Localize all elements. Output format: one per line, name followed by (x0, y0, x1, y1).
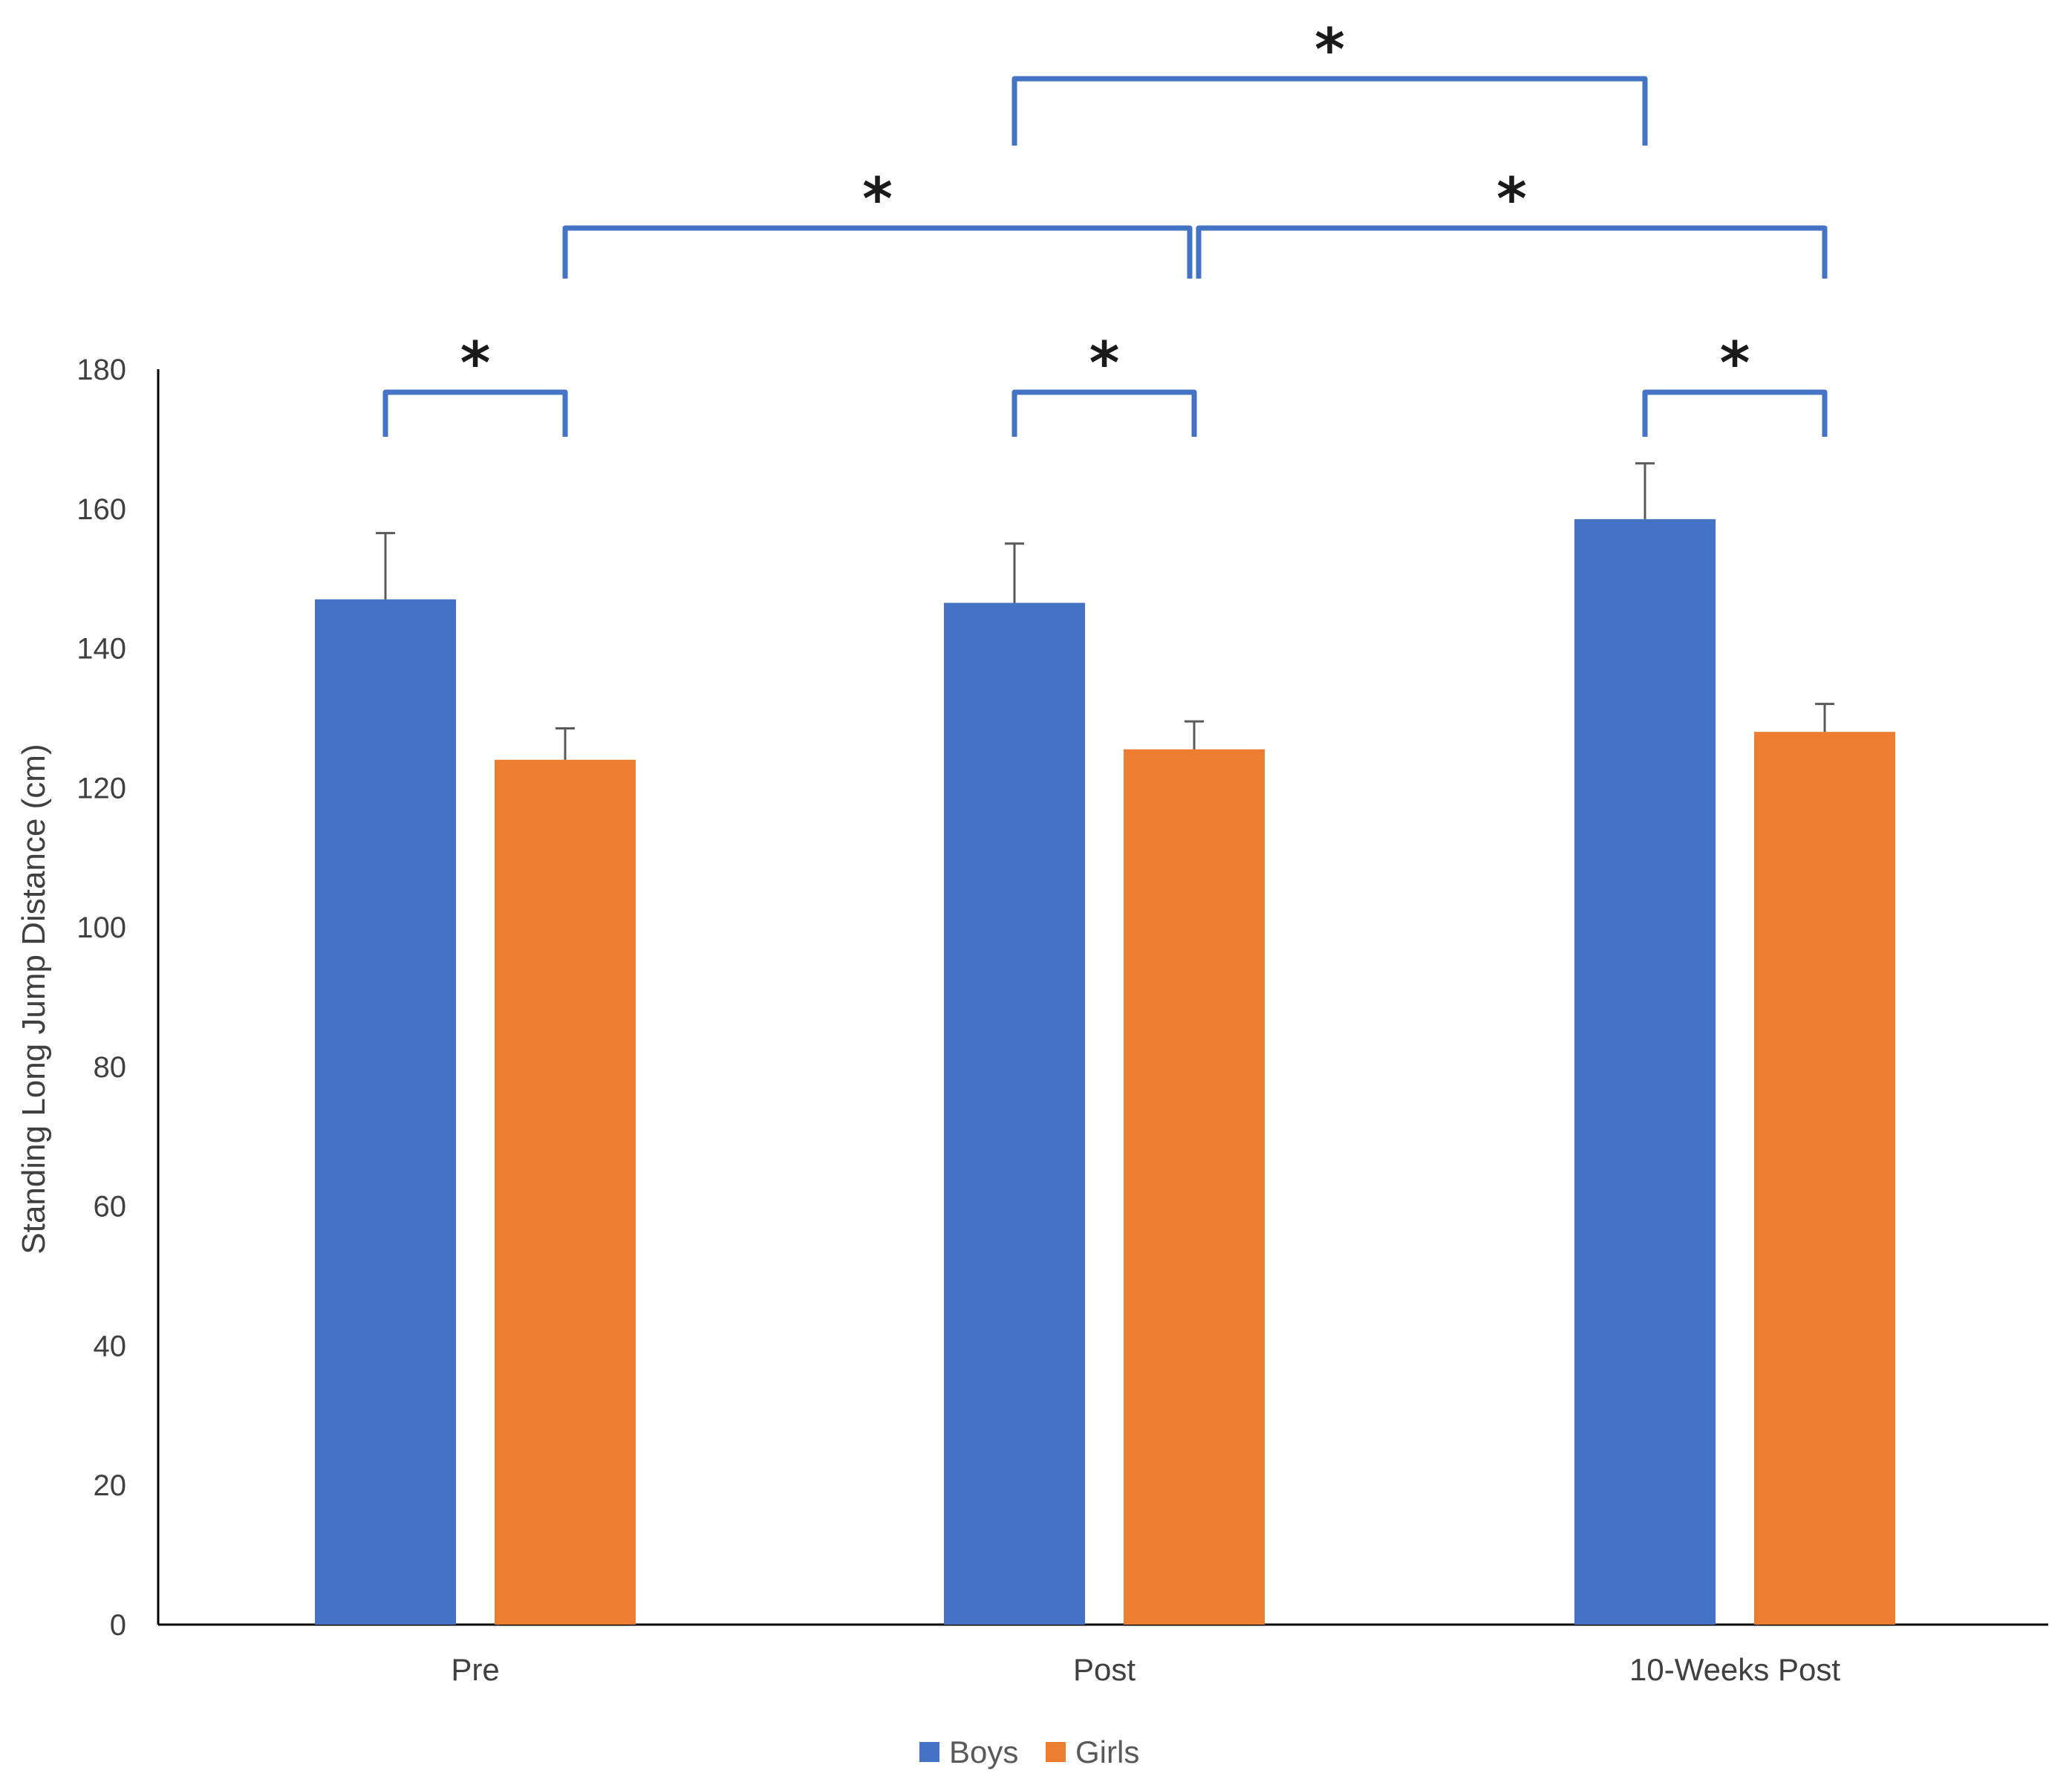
y-tick-label: 0 (110, 1609, 126, 1642)
bar-girls-0 (495, 759, 636, 1625)
significance-star: * (460, 331, 491, 397)
bar-boys-1 (944, 602, 1085, 1625)
significance-bracket (562, 225, 1193, 279)
legend-swatch-girls (1046, 1742, 1066, 1762)
legend-label-boys: Boys (949, 1735, 1018, 1769)
significance-star: * (1089, 331, 1120, 397)
bar-boys-0 (315, 599, 456, 1625)
y-tick-label: 60 (94, 1191, 127, 1223)
bar-girls-2 (1754, 732, 1895, 1625)
x-tick-label: 10-Weeks Post (1629, 1652, 1840, 1687)
y-tick-label: 180 (76, 354, 126, 386)
significance-bracket (1196, 225, 1828, 279)
significance-bracket (1011, 389, 1197, 437)
significance-star: * (1720, 331, 1750, 397)
legend-swatch-boys (919, 1742, 939, 1762)
y-tick-label: 160 (76, 493, 126, 526)
significance-bracket (1642, 389, 1828, 437)
significance-bracket (382, 389, 568, 437)
legend-label-girls: Girls (1075, 1735, 1139, 1769)
y-tick-label: 40 (94, 1330, 127, 1362)
y-tick-label: 20 (94, 1469, 127, 1502)
x-tick-label: Post (1073, 1652, 1136, 1687)
significance-star: * (1314, 17, 1345, 84)
y-axis-label: Standing Long Jump Distance (cm) (16, 744, 52, 1254)
plot-area: 0 20 40 60 80 100 120 140 160 180 Pre Post 10-Weeks … (76, 17, 2048, 1769)
significance-bracket (1011, 76, 1648, 146)
y-tick-label: 120 (76, 772, 126, 805)
bar-girls-1 (1124, 749, 1265, 1625)
y-tick-label: 100 (76, 911, 126, 944)
significance-star: * (862, 166, 893, 233)
x-tick-label: Pre (451, 1652, 499, 1687)
y-tick-label: 140 (76, 633, 126, 666)
bar-boys-2 (1574, 519, 1716, 1625)
y-tick-label: 80 (94, 1051, 127, 1084)
significance-star: * (1496, 166, 1527, 233)
